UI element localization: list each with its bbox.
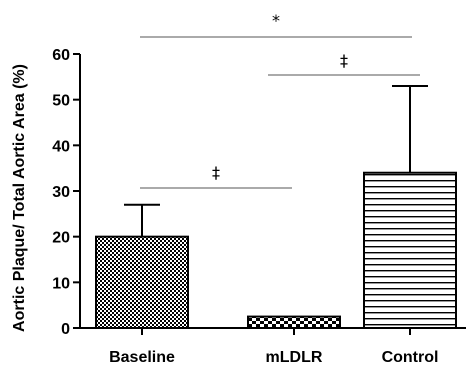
y-tick-label: 40 (52, 138, 70, 155)
x-tick-label-mldlr: mLDLR (266, 349, 323, 366)
significance-marker: ‡ (340, 51, 348, 70)
y-tick-label: 0 (61, 321, 70, 338)
significance-marker: ‡ (212, 163, 220, 182)
x-tick-label-baseline: Baseline (109, 349, 175, 366)
y-tick-label: 20 (52, 230, 70, 247)
y-tick-label: 10 (52, 275, 70, 292)
bar-control (363, 171, 457, 329)
y-tick-label: 50 (52, 93, 70, 110)
bar-mldlr (247, 315, 341, 330)
y-tick-label: 30 (52, 184, 70, 201)
significance-marker: * (272, 11, 280, 30)
x-tick-label-control: Control (382, 349, 439, 366)
bars: Baseline mLDLR Control (95, 84, 457, 366)
significance-annotations: * ‡ ‡ (140, 11, 420, 189)
y-tick-label: 60 (52, 47, 70, 64)
y-axis-label: Aortic Plaque/ Total Aortic Area (%) (11, 64, 28, 332)
bar-baseline (95, 235, 189, 330)
